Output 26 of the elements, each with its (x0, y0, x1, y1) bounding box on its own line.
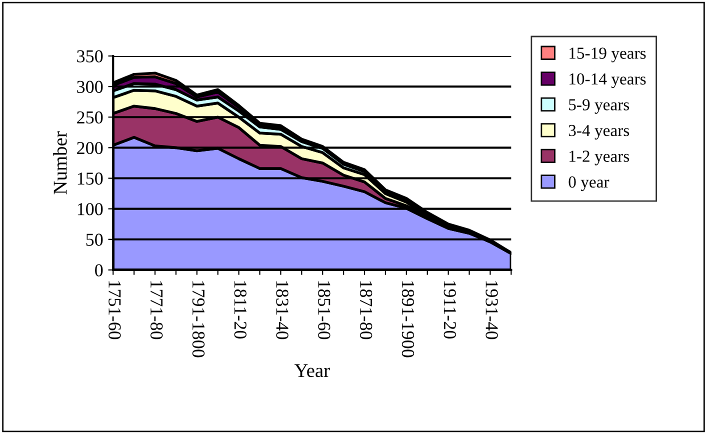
y-tick-label: 300 (77, 80, 103, 93)
y-tick-label: 0 (95, 264, 103, 276)
x-tick-label: 1771-80 (150, 281, 163, 340)
y-tick-label: 100 (78, 203, 103, 216)
x-tick-label: 1751-60 (108, 281, 121, 340)
x-axis-title: Year (294, 364, 330, 378)
legend-label: 10-14 years (570, 73, 646, 88)
y-tick-label: 150 (78, 172, 103, 185)
x-tick-label: 1931-40 (486, 281, 498, 340)
y-tick-label: 250 (77, 111, 103, 124)
x-tick-label: 1871-80 (360, 281, 372, 340)
x-tick-label: 1911-20 (444, 281, 456, 338)
x-tick-label: 1811-20 (234, 281, 246, 338)
legend-label: 3-4 years (568, 124, 630, 140)
y-tick-label: 350 (77, 50, 103, 62)
y-tick-label: 200 (77, 142, 103, 154)
x-tick-label: 1791-1800 (192, 281, 205, 358)
legend-label: 15-19 years (570, 48, 646, 62)
x-tick-label: 1891-1900 (402, 281, 414, 358)
legend-label: 1-2 years (570, 150, 630, 166)
legend-label: 5-9 years (569, 99, 630, 114)
y-axis-title: Number (53, 131, 67, 194)
x-tick-label: 1831-40 (276, 281, 288, 340)
y-tick-label: 50 (86, 234, 103, 246)
x-tick-label: 1851-60 (318, 281, 330, 340)
legend-label: 0 year (568, 176, 610, 192)
